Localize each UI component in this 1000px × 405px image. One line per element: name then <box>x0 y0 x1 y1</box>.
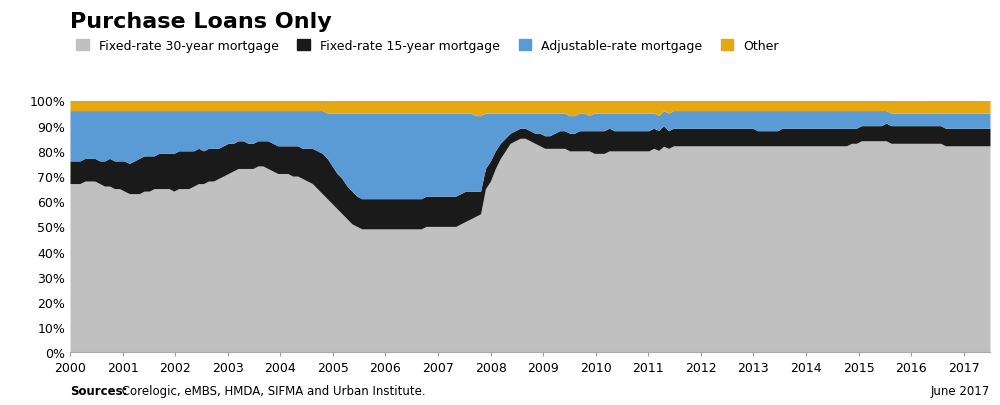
Text: Corelogic, eMBS, HMDA, SIFMA and Urban Institute.: Corelogic, eMBS, HMDA, SIFMA and Urban I… <box>118 384 426 397</box>
Text: June 2017: June 2017 <box>931 384 990 397</box>
Text: Sources:: Sources: <box>70 384 128 397</box>
Text: Purchase Loans Only: Purchase Loans Only <box>70 12 332 32</box>
Legend: Fixed-rate 30-year mortgage, Fixed-rate 15-year mortgage, Adjustable-rate mortga: Fixed-rate 30-year mortgage, Fixed-rate … <box>76 40 779 53</box>
